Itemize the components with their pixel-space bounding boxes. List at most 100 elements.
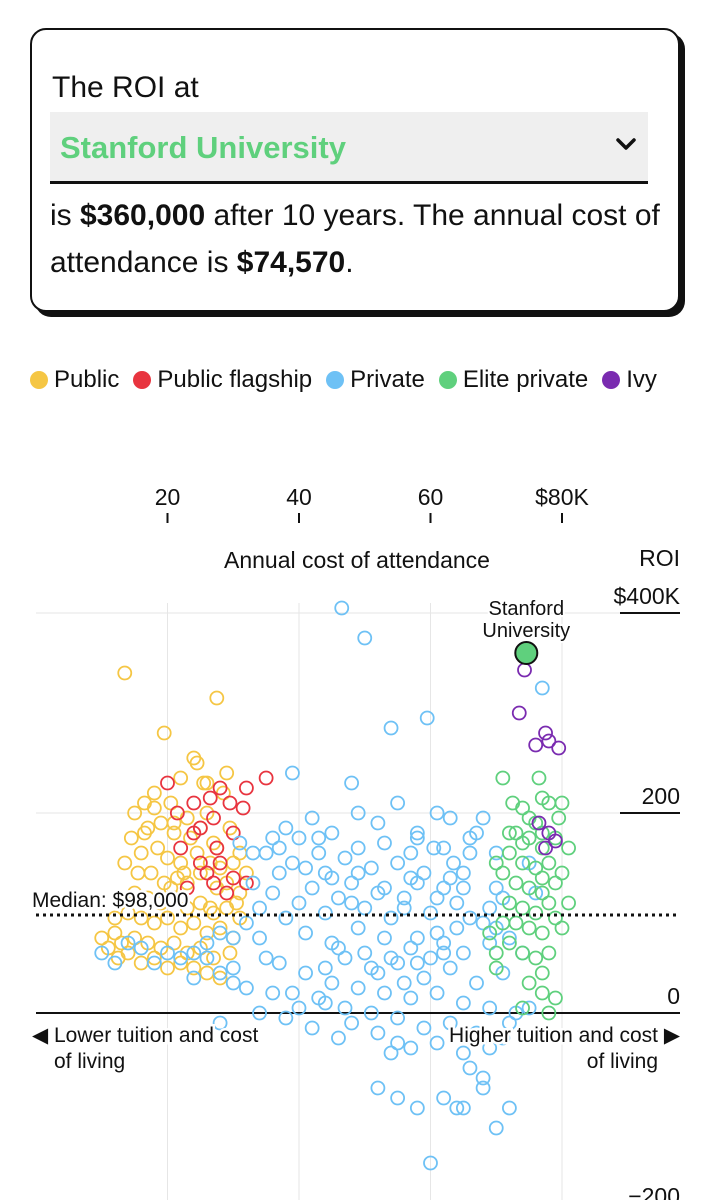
- y-axis-title: ROI: [639, 545, 680, 571]
- point-elite-private: [501, 935, 517, 951]
- point-private: [278, 820, 294, 836]
- point-private: [324, 975, 340, 991]
- point-elite-private: [561, 840, 576, 856]
- point-elite-private: [495, 915, 511, 931]
- point-public: [127, 805, 143, 821]
- school-select[interactable]: Stanford University: [50, 112, 648, 184]
- point-private: [403, 940, 419, 956]
- point-private: [271, 955, 287, 971]
- point-private: [334, 600, 350, 616]
- legend-item-private: Private: [326, 366, 425, 394]
- point-private: [436, 935, 452, 951]
- point-public-flagship: [222, 795, 238, 811]
- point-public: [202, 900, 218, 916]
- point-public-flagship: [186, 825, 202, 841]
- point-elite-private: [508, 915, 524, 931]
- point-public: [133, 910, 149, 926]
- point-ivy: [541, 733, 557, 749]
- point-private: [291, 1000, 307, 1016]
- point-private: [396, 975, 412, 991]
- point-private: [429, 985, 445, 1001]
- point-elite-private: [515, 800, 530, 816]
- point-public: [206, 950, 221, 966]
- point-private: [403, 990, 419, 1006]
- point-private: [252, 900, 267, 916]
- point-private: [271, 840, 287, 856]
- point-private: [146, 955, 162, 971]
- point-private: [475, 1070, 491, 1086]
- point-elite-private: [501, 825, 517, 841]
- point-elite-private: [548, 875, 563, 891]
- legend-swatch: [438, 371, 457, 389]
- point-public: [120, 945, 136, 961]
- point-ivy: [531, 815, 547, 831]
- point-private: [423, 905, 438, 921]
- point-private: [442, 960, 458, 976]
- point-public: [238, 865, 254, 881]
- point-public: [133, 955, 149, 971]
- point-public: [219, 765, 235, 781]
- point-private: [416, 865, 432, 881]
- point-public-flagship: [179, 880, 195, 896]
- legend-swatch: [30, 371, 48, 389]
- point-private: [390, 1010, 406, 1026]
- point-public: [189, 845, 205, 861]
- point-private: [278, 1010, 294, 1026]
- point-public: [130, 865, 146, 881]
- highlight-point: [514, 641, 539, 665]
- roi-card: The ROI at Stanford University is $360,0…: [30, 28, 680, 312]
- point-private: [370, 1080, 386, 1096]
- point-private: [107, 955, 123, 971]
- point-private: [429, 925, 445, 941]
- point-public-flagship: [212, 780, 228, 796]
- point-private: [331, 1030, 346, 1046]
- point-public: [150, 840, 166, 856]
- point-private: [462, 910, 478, 926]
- point-public: [225, 855, 241, 871]
- point-private: [298, 925, 313, 941]
- point-private: [416, 1020, 432, 1036]
- point-public: [173, 955, 189, 971]
- point-public: [146, 800, 162, 816]
- point-elite-private: [488, 960, 504, 976]
- point-elite-private: [488, 945, 504, 961]
- legend-label: Private: [350, 366, 425, 393]
- point-public: [163, 880, 179, 896]
- point-elite-private: [541, 895, 557, 911]
- point-private: [173, 950, 189, 966]
- point-private: [442, 1015, 458, 1031]
- point-elite-private: [528, 860, 544, 876]
- point-private: [258, 950, 274, 966]
- median-label: Median: $98,000: [32, 889, 188, 912]
- point-elite-private: [561, 895, 576, 911]
- point-public: [120, 905, 136, 921]
- point-private: [265, 830, 281, 846]
- point-private: [488, 1120, 504, 1136]
- point-private: [442, 810, 458, 826]
- point-public-flagship: [219, 885, 235, 901]
- point-public: [153, 815, 169, 831]
- point-private: [252, 1005, 267, 1021]
- point-public-flagship: [258, 770, 274, 786]
- roi-value: $360,000: [80, 199, 206, 232]
- legend-label: Public: [54, 366, 120, 393]
- point-ivy: [548, 833, 563, 849]
- scatter-chart: 20 40 60 $80K $400K 200 0 −200 Annual cost of at…: [30, 484, 683, 1200]
- point-public: [114, 935, 129, 951]
- point-ivy: [528, 737, 544, 753]
- point-public: [140, 890, 156, 906]
- point-elite-private: [521, 975, 537, 991]
- point-private: [383, 910, 399, 926]
- point-private: [390, 855, 406, 871]
- point-private: [160, 945, 175, 961]
- point-private: [331, 940, 346, 956]
- point-public-flagship: [169, 805, 185, 821]
- point-private: [337, 1000, 353, 1016]
- point-public-flagship: [238, 780, 254, 796]
- point-private: [311, 830, 327, 846]
- point-public: [153, 895, 169, 911]
- point-private: [199, 950, 215, 966]
- point-public: [163, 795, 179, 811]
- point-private: [344, 875, 360, 891]
- legend-label: Ivy: [626, 366, 657, 393]
